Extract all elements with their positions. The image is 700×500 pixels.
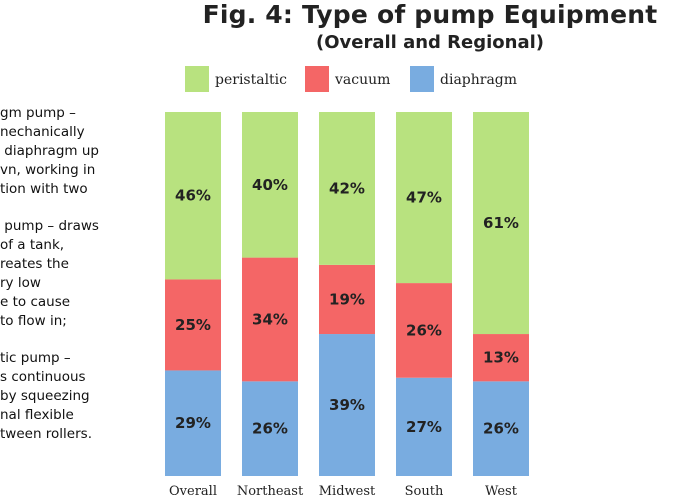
chart-subtitle: (Overall and Regional) <box>315 32 545 53</box>
description-line: tion with two <box>0 181 88 197</box>
bar-segment-vacuum <box>242 257 298 382</box>
data-label-diaphragm: 27% <box>406 418 442 436</box>
bar-segment-peristaltic <box>165 112 221 280</box>
data-label-diaphragm: 26% <box>483 420 519 438</box>
category-label: Midwest <box>319 484 376 499</box>
bar-segment-peristaltic <box>242 112 298 258</box>
chart-title: Fig. 4: Type of pump Equipment <box>202 0 658 29</box>
description-line: tic pump – <box>0 350 71 366</box>
legend-swatch-vacuum <box>305 66 329 92</box>
category-label: West <box>485 484 518 499</box>
description-line: vn, working in <box>0 162 96 178</box>
category-label: South <box>405 484 444 499</box>
pump-descriptions: gm pump – nechanically diaphragm up vn, … <box>0 104 160 462</box>
description-line: pump – draws <box>0 218 99 234</box>
data-label-vacuum: 26% <box>406 321 442 339</box>
data-label-vacuum: 25% <box>175 316 211 334</box>
bar-segment-vacuum <box>396 283 452 378</box>
data-label-vacuum: 13% <box>483 349 519 367</box>
legend-label-peristaltic: peristaltic <box>215 72 287 88</box>
description-paragraph: tic pump – s continuous by squeezing nal… <box>0 349 160 444</box>
description-line: diaphragm up <box>0 143 99 159</box>
description-line: ry low <box>0 275 41 291</box>
bar-segment-vacuum <box>319 264 375 335</box>
description-line: nal flexible <box>0 407 74 423</box>
description-line: by squeezing <box>0 388 90 404</box>
data-label-diaphragm: 39% <box>329 396 365 414</box>
description-line: reates the <box>0 256 69 272</box>
data-label-vacuum: 34% <box>252 310 288 328</box>
description-line: s continuous <box>0 369 86 385</box>
description-paragraph: gm pump – nechanically diaphragm up vn, … <box>0 104 160 199</box>
category-label: Northeast <box>237 484 304 499</box>
bar-segment-vacuum <box>165 279 221 371</box>
description-line: to flow in; <box>0 313 67 329</box>
data-label-peristaltic: 40% <box>252 176 288 194</box>
data-label-diaphragm: 29% <box>175 414 211 432</box>
legend-label-diaphragm: diaphragm <box>440 72 517 88</box>
data-label-peristaltic: 42% <box>329 179 365 197</box>
description-line: e to cause <box>0 294 71 310</box>
data-label-peristaltic: 47% <box>406 189 442 207</box>
description-line: nechanically <box>0 124 85 140</box>
data-label-vacuum: 19% <box>329 290 365 308</box>
description-line: gm pump – <box>0 105 76 121</box>
description-line: of a tank, <box>0 237 65 253</box>
bar-segment-diaphragm <box>165 370 221 476</box>
description-paragraph: pump – draws of a tank, reates the ry lo… <box>0 217 160 331</box>
legend-label-vacuum: vacuum <box>334 72 390 88</box>
bar-segment-peristaltic <box>473 112 529 335</box>
description-line: tween rollers. <box>0 426 92 442</box>
bar-segment-diaphragm <box>242 381 298 476</box>
bar-segment-peristaltic <box>319 112 375 265</box>
data-label-peristaltic: 61% <box>483 214 519 232</box>
legend-swatch-diaphragm <box>410 66 434 92</box>
bar-segment-diaphragm <box>473 381 529 476</box>
data-label-diaphragm: 26% <box>252 420 288 438</box>
legend-swatch-peristaltic <box>185 66 209 92</box>
bar-segment-peristaltic <box>396 112 452 284</box>
data-label-peristaltic: 46% <box>175 187 211 205</box>
category-label: Overall <box>169 484 217 499</box>
bar-segment-vacuum <box>473 334 529 382</box>
bar-segment-diaphragm <box>396 377 452 476</box>
bar-segment-diaphragm <box>319 334 375 476</box>
